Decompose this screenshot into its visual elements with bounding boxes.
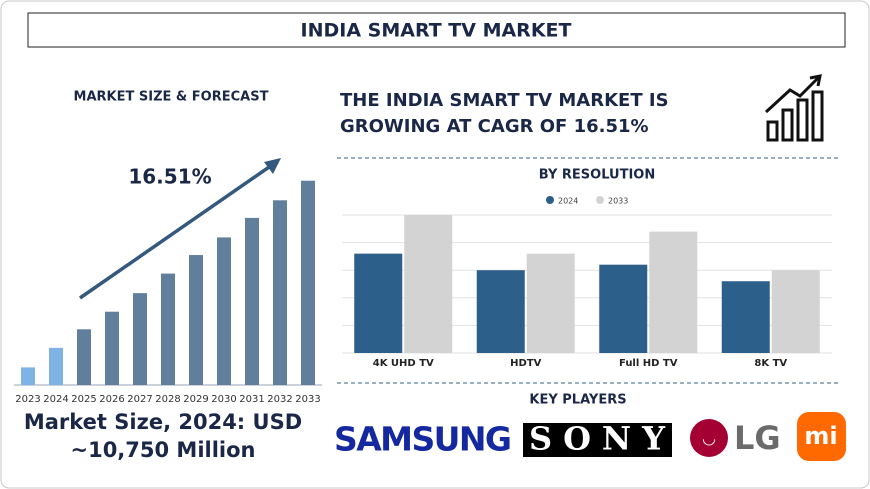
x-tick-label: 2030 — [211, 394, 236, 405]
x-tick-label: 2029 — [183, 394, 208, 405]
arrow-head — [264, 158, 281, 174]
chart-title: BY RESOLUTION — [539, 168, 655, 183]
x-tick-label: 2032 — [267, 394, 292, 405]
x-tick-label: HDTV — [510, 358, 541, 369]
x-tick-label: 2026 — [99, 394, 124, 405]
legend-label: 2024 — [558, 197, 578, 206]
bar — [77, 329, 91, 385]
legend-label: 2033 — [608, 197, 628, 206]
headline: THE INDIA SMART TV MARKET IS — [340, 90, 669, 111]
legend-swatch — [546, 196, 554, 204]
bar — [476, 270, 525, 353]
title-box — [27, 12, 846, 48]
bar — [721, 281, 770, 353]
x-tick-label: 2033 — [295, 394, 320, 405]
x-tick-label: 2024 — [43, 394, 68, 405]
logo-lg-circle — [690, 419, 728, 457]
logo-lg: LG — [734, 419, 781, 457]
annotation: 16.51% — [128, 165, 211, 189]
x-tick-label: 8K TV — [754, 358, 787, 369]
logo-box — [523, 423, 672, 457]
bar — [301, 180, 315, 385]
x-tick-label: 2025 — [71, 394, 96, 405]
logo-lg-face: ◡ — [703, 429, 716, 448]
growth-icon — [764, 74, 824, 142]
title: INDIA SMART TV MARKET — [301, 20, 572, 42]
logo-xiaomi-box — [797, 412, 846, 461]
bar — [133, 293, 147, 385]
section-title: KEY PLAYERS — [529, 393, 626, 408]
bar — [404, 215, 453, 353]
logo-xiaomi: mi — [804, 422, 837, 450]
x-tick-label: 4K UHD TV — [373, 358, 434, 369]
x-tick-label: 2031 — [239, 394, 264, 405]
bar — [649, 231, 698, 353]
bar — [526, 253, 575, 353]
bar — [189, 255, 203, 385]
bar — [273, 200, 287, 385]
headline: GROWING AT CAGR OF 16.51% — [340, 116, 649, 137]
bar — [49, 347, 63, 385]
logo-samsung: SAMSUNG — [334, 420, 512, 459]
x-tick-label: 2028 — [155, 394, 180, 405]
bar — [354, 253, 403, 353]
bar — [161, 273, 175, 385]
x-tick-label: Full HD TV — [619, 358, 678, 369]
x-tick-label: 2023 — [15, 394, 40, 405]
x-tick-label: 2027 — [127, 394, 152, 405]
bar — [105, 311, 119, 385]
chart-title: MARKET SIZE & FORECAST — [74, 90, 269, 105]
bar — [771, 270, 820, 353]
bar — [21, 367, 35, 385]
bar — [245, 217, 259, 385]
legend-swatch — [596, 196, 604, 204]
market-size: ~10,750 Million — [70, 438, 255, 462]
bar — [599, 264, 648, 353]
bar — [217, 237, 231, 385]
market-size: Market Size, 2024: USD — [24, 410, 302, 434]
growth-arrow — [79, 163, 273, 300]
